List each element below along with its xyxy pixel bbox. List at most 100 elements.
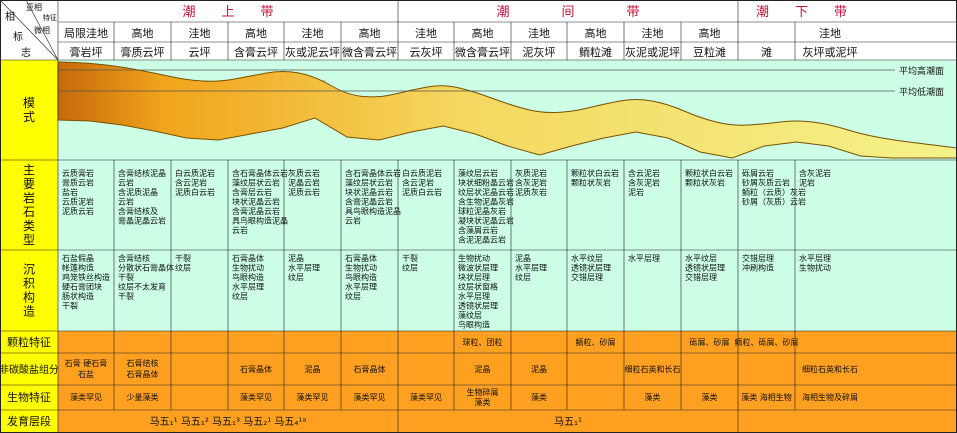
microfacies-3: 含膏云坪 xyxy=(234,45,278,59)
row-label-lith-char-5: 型 xyxy=(23,233,35,247)
noncarb-3: 石膏晶体 xyxy=(240,364,272,374)
struct-12-1: 冲刷构造 xyxy=(742,263,774,273)
subfacies-6: 洼地 xyxy=(415,26,437,40)
struct-7-2: 块状层理 xyxy=(458,272,490,282)
struct-11-0: 水平纹层 xyxy=(685,253,717,263)
struct-5-4: 纹层 xyxy=(345,291,361,301)
struct-7-5: 透镜状层理 xyxy=(458,301,498,311)
bio-12: 藻类 海相生物 xyxy=(741,392,792,402)
struct-3-4: 纹层 xyxy=(232,291,248,301)
struct-3-3: 水平层理 xyxy=(232,282,264,292)
noncarb-8: 泥晶 xyxy=(531,365,547,374)
struct-7-4: 水平层理 xyxy=(458,291,490,301)
row-label-model-char-1: 式 xyxy=(23,110,35,124)
struct-7-7: 鸟眼构造 xyxy=(458,320,490,330)
struct-12-0: 交错层理 xyxy=(742,253,774,263)
subfacies-1: 高地 xyxy=(132,26,154,40)
noncarb-0-0: 石膏 硬石膏 xyxy=(65,358,108,368)
subfacies-10: 洼地 xyxy=(642,26,664,40)
noncarb-1-0: 石膏结核 xyxy=(127,358,159,368)
bio-0: 藻类罕见 xyxy=(70,392,102,402)
microfacies-7: 微含膏云坪 xyxy=(455,45,510,59)
struct-7-6: 藻纹层 xyxy=(458,310,482,320)
struct-1-3: 纹层不太发育 xyxy=(118,282,166,292)
struct-9-2: 交错层理 xyxy=(571,272,603,282)
struct-7-3: 纹层状窗格 xyxy=(458,282,498,292)
lith-5-5: 云岩 xyxy=(345,216,361,226)
lith-5-4: 具鸟眼构造泥晶 xyxy=(345,206,401,216)
lith-9-0: 颗粒状白云岩 xyxy=(571,168,619,178)
subfacies-5: 高地 xyxy=(359,26,381,40)
lith-4-2: 泥质云岩 xyxy=(288,187,320,197)
lith-3-4: 含膏泥晶云岩 xyxy=(232,206,280,216)
bio-3: 藻类罕见 xyxy=(240,392,272,402)
struct-6-1: 纹层 xyxy=(402,263,418,273)
struct-0-4: 肠状构造 xyxy=(62,291,94,301)
row-label-bio: 生物特征 xyxy=(7,390,51,404)
struct-8-2: 纹层 xyxy=(515,272,531,282)
lith-7-7: 含泥泥晶云岩 xyxy=(458,235,506,245)
label-bg-layer xyxy=(0,410,58,433)
lith-12-0: 砾屑云岩 xyxy=(742,168,774,178)
row-label-lith-char-2: 岩 xyxy=(23,190,35,205)
header-bg xyxy=(0,0,957,60)
row-label-struct-char-1: 积 xyxy=(23,277,35,291)
zone-label-1: 潮 间 带 xyxy=(496,5,639,20)
lith-0-1: 膏质云岩 xyxy=(62,178,94,188)
struct-2-1: 纹层 xyxy=(175,263,191,273)
struct-8-1: 水平层理 xyxy=(515,263,547,273)
lith-0-4: 泥质云岩 xyxy=(62,206,94,216)
high-tide-label: 平均高潮面 xyxy=(899,65,944,77)
zone-label-0: 潮 上 带 xyxy=(182,5,273,20)
corner-top2: 特征 xyxy=(43,13,57,22)
lith-7-3: 含生物泥晶灰岩 xyxy=(458,197,514,207)
corner-diag-2 xyxy=(25,0,59,61)
layer-bg xyxy=(58,410,957,433)
grain-11: 砾屑、砂屑 xyxy=(690,337,730,347)
struct-13-1: 生物扰动 xyxy=(799,263,831,273)
lith-5-2: 块状泥晶云岩 xyxy=(345,187,393,197)
corner-diag-1 xyxy=(0,0,59,61)
row-label-noncarb: 非碳酸盐组分 xyxy=(0,363,59,376)
struct-0-5: 干裂 xyxy=(62,301,78,311)
label-bg-model xyxy=(0,60,58,160)
lith-7-0: 藻纹层云岩 xyxy=(458,168,498,178)
subfacies-11: 高地 xyxy=(699,26,721,40)
label-bg-lith xyxy=(0,160,58,250)
grain-bg xyxy=(58,331,957,353)
bio-7-1: 藻类 xyxy=(475,397,491,407)
grain-12: 鲕粒、砾屑、砂屑 xyxy=(735,337,799,347)
subfacies-4: 洼地 xyxy=(302,26,324,40)
lith-11-1: 颗粒状灰岩 xyxy=(685,178,725,188)
lith-3-3: 块状泥晶云岩 xyxy=(232,197,280,207)
bio-4: 藻类罕见 xyxy=(297,392,329,402)
struct-6-0: 干裂 xyxy=(402,253,418,263)
lith-1-1: 云岩 xyxy=(118,178,134,188)
row-label-model-char-0: 模 xyxy=(23,96,35,110)
lith-1-5: 膏晶泥晶云岩 xyxy=(118,216,166,226)
lith-3-1: 藻纹层状云岩 xyxy=(232,178,280,188)
lith-8-1: 含灰泥岩 xyxy=(515,178,547,188)
lith-12-1: 砂屑灰质云岩 xyxy=(742,178,790,188)
microfacies-2: 云坪 xyxy=(189,46,211,59)
subfacies-3: 高地 xyxy=(245,26,267,40)
lith-2-2: 泥质白云岩 xyxy=(175,187,215,197)
struct-1-1: 分散状石膏晶体 xyxy=(118,263,174,273)
struct-0-1: 帐篷构造 xyxy=(62,263,94,273)
struct-4-0: 泥晶 xyxy=(288,254,304,263)
label-bg-noncarb xyxy=(0,353,58,385)
microfacies-5: 微含膏云坪 xyxy=(342,45,397,59)
noncarb-13: 细粒石英和长石 xyxy=(802,364,858,374)
struct-9-1: 透镜状层理 xyxy=(571,263,611,273)
struct-5-3: 水平层理 xyxy=(345,282,377,292)
struct-8-0: 泥晶 xyxy=(515,254,531,263)
microfacies-8: 泥灰坪 xyxy=(523,45,556,59)
row-label-lith-char-4: 类 xyxy=(23,219,35,233)
lith-0-0: 云质膏岩 xyxy=(62,168,94,178)
lith-3-2: 含膏层云岩 xyxy=(232,187,272,197)
row-label-struct-char-0: 沉 xyxy=(23,263,35,277)
grain-9: 鲕粒、砂屑 xyxy=(576,337,616,347)
lith-5-0: 含石膏晶体云岩 xyxy=(345,168,401,178)
